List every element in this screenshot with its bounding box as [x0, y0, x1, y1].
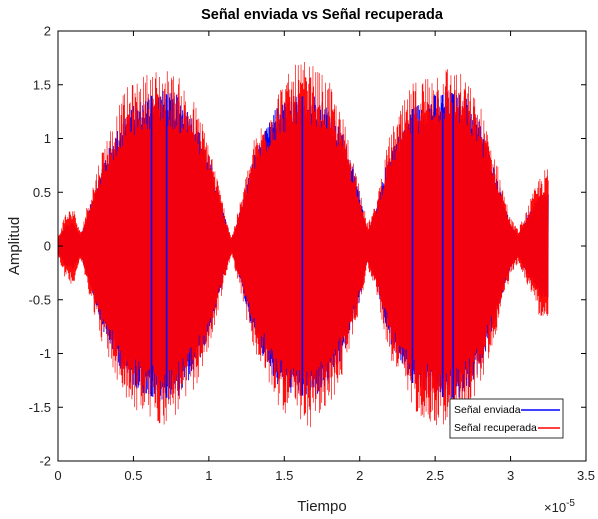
x-tick-label: 1 — [205, 468, 212, 483]
y-axis: -2 -1.5 -1 -0.5 0 0.5 1 1.5 2 — [29, 24, 586, 469]
x-tick-label: 1.5 — [275, 468, 293, 483]
x-tick-label: 3.5 — [577, 468, 595, 483]
legend-box — [449, 398, 564, 439]
y-tick-label: -0.5 — [29, 292, 51, 307]
legend-label-recuperada: Señal recuperada — [454, 422, 537, 434]
y-tick-label: 0.5 — [33, 185, 51, 200]
y-tick-label: -2 — [39, 454, 51, 469]
legend: Señal enviada Señal recuperada — [449, 398, 564, 439]
x-axis-label: Tiempo — [297, 498, 346, 515]
y-tick-label: 0 — [44, 239, 51, 254]
legend-label-enviada: Señal enviada — [454, 404, 521, 416]
chart-title: Señal enviada vs Señal recuperada — [201, 7, 444, 23]
x-exponent-base: ×10 — [544, 500, 566, 515]
signal-traces — [57, 62, 549, 428]
x-tick-label: 2.5 — [426, 468, 444, 483]
x-tick-label: 3 — [507, 468, 514, 483]
y-tick-label: -1.5 — [29, 400, 51, 415]
y-axis-label: Amplitud — [6, 217, 23, 275]
x-axis: 0 0.5 1 1.5 2 2.5 3 3.5 — [54, 31, 595, 483]
x-exponent-power: -5 — [566, 498, 575, 509]
x-tick-label: 2 — [356, 468, 363, 483]
x-tick-label: 0.5 — [124, 468, 142, 483]
series-senal-recuperada — [57, 62, 549, 428]
y-tick-label: -1 — [39, 346, 51, 361]
x-tick-label: 0 — [54, 468, 61, 483]
x-axis-exponent: ×10-5 — [544, 498, 575, 515]
y-tick-label: 2 — [44, 24, 51, 39]
y-tick-label: 1.5 — [33, 77, 51, 92]
y-tick-label: 1 — [44, 131, 51, 146]
